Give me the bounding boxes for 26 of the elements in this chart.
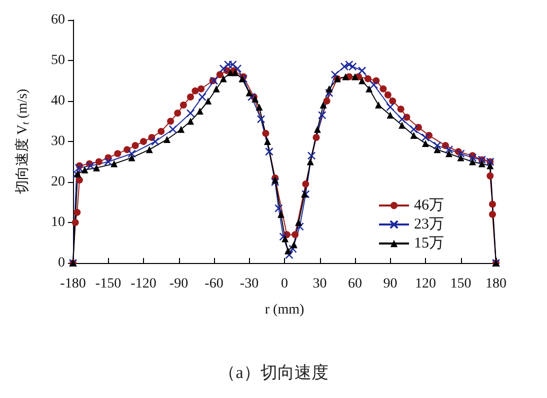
y-tick-label: 30 [51, 134, 65, 149]
x-tick-label: 120 [415, 276, 436, 292]
x-tick-label: -180 [60, 276, 86, 292]
x-tick-label: 60 [348, 276, 362, 292]
text: （a）切向速度 [218, 363, 328, 382]
y-tick-label: 40 [51, 94, 65, 108]
x-tick-label: 150 [450, 276, 472, 292]
x-tick-label: -60 [204, 276, 224, 292]
legend-label: 46万 [414, 198, 444, 214]
x-tick-label: -120 [130, 276, 156, 292]
x-tick-label: 90 [383, 276, 398, 292]
legend-label: 15万 [414, 236, 444, 252]
x-axis-title: r (mm) [264, 302, 304, 318]
y-tick-label: 10 [51, 215, 65, 230]
y-tick-label: 60 [51, 12, 65, 28]
x-tick-label: 30 [312, 276, 327, 292]
x-tick-label: -150 [95, 276, 122, 292]
x-tick-label: 0 [281, 276, 288, 292]
y-tick-label: 0 [58, 256, 65, 270]
y-tick-label: 50 [51, 53, 65, 68]
x-tick-label: -30 [240, 276, 259, 292]
x-tick-label: 180 [486, 276, 506, 292]
legend-label: 23万 [414, 216, 444, 232]
y-axis-title: 切向速度 Vt (m/s) [14, 88, 32, 194]
y-tick-label: 20 [51, 174, 65, 190]
x-tick-label: -90 [169, 276, 188, 292]
